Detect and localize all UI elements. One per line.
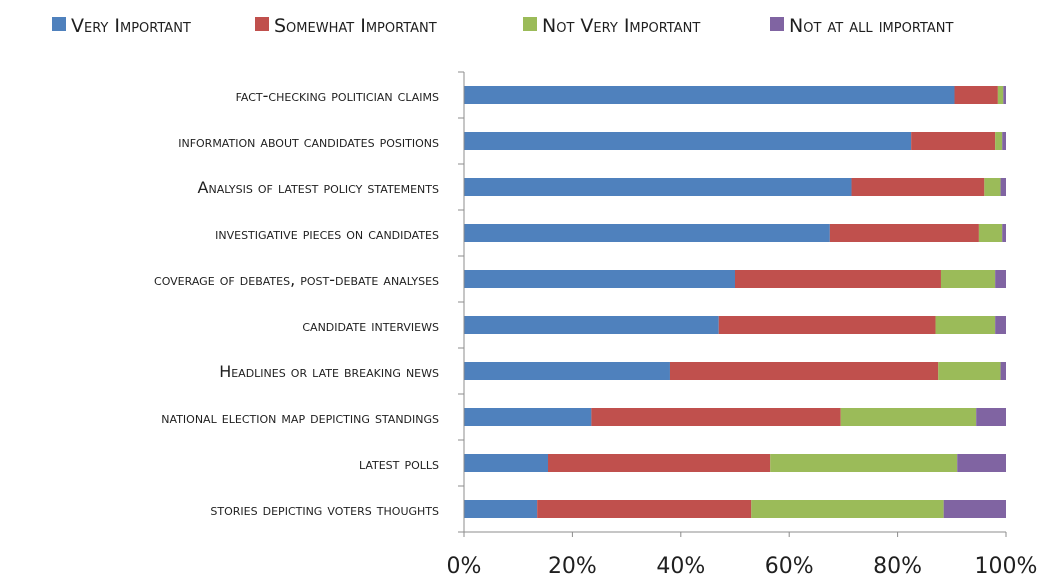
legend-label: Very Important <box>71 15 191 37</box>
bar-very-important <box>464 224 830 242</box>
bar-not-at-all-important <box>995 316 1006 334</box>
legend-swatch <box>523 17 537 31</box>
x-tick-label: 60% <box>765 554 814 579</box>
legend-label: Not Very Important <box>542 15 700 37</box>
bar-row-candidate-interviews <box>464 316 1006 334</box>
category-label: investigative pieces on candidates <box>215 224 439 243</box>
bar-very-important <box>464 454 549 472</box>
category-label: coverage of debates, post-debate analyse… <box>154 270 439 289</box>
bar-not-very-important <box>751 500 944 518</box>
bar-not-at-all-important <box>1000 362 1006 380</box>
bar-row-latest-polls <box>464 454 1006 472</box>
x-tick-label: 100% <box>975 554 1038 579</box>
bar-very-important <box>464 86 955 104</box>
bar-somewhat-important <box>735 270 941 288</box>
legend-swatch <box>255 17 269 31</box>
bar-not-at-all-important <box>1003 86 1006 104</box>
bar-not-at-all-important <box>1002 224 1006 242</box>
legend-label: Somewhat Important <box>274 15 437 37</box>
category-label: fact-checking politician claims <box>236 86 439 105</box>
bar-very-important <box>464 362 670 380</box>
x-tick-label: 40% <box>656 554 705 579</box>
legend-label: Not at all important <box>789 15 953 37</box>
bar-not-very-important <box>940 270 996 288</box>
bar-row-national-election-map-depicting-standings <box>464 408 1006 426</box>
bar-not-very-important <box>978 224 1003 242</box>
legend: Very Important Somewhat Important Not Very… <box>52 15 953 37</box>
bar-row-coverage-of-debates-post-debate-analyses <box>464 270 1006 288</box>
bar-row-analysis-of-latest-policy-statements <box>464 178 1006 196</box>
bar-somewhat-important <box>669 362 939 380</box>
legend-swatch <box>770 17 784 31</box>
bar-not-at-all-important <box>957 454 1006 472</box>
bar-not-very-important <box>995 132 1003 150</box>
bar-very-important <box>464 132 912 150</box>
bar-somewhat-important <box>829 224 979 242</box>
legend-item-somewhat-important: Somewhat Important <box>255 15 437 37</box>
bar-not-very-important <box>935 316 996 334</box>
bar-not-very-important <box>840 408 977 426</box>
bar-row-investigative-pieces-on-candidates <box>464 224 1006 242</box>
bar-row-information-about-candidates-positions <box>464 132 1006 150</box>
axes <box>458 71 1007 537</box>
legend-item-very-important: Very Important <box>52 15 191 37</box>
bar-not-very-important <box>984 178 1001 196</box>
bar-not-at-all-important <box>1002 132 1006 150</box>
bar-somewhat-important <box>851 178 985 196</box>
bar-row-stories-depicting-voters-thoughts <box>464 500 1006 518</box>
category-label: information about candidates positions <box>178 132 439 151</box>
bar-somewhat-important <box>718 316 936 334</box>
bar-very-important <box>464 316 719 334</box>
bar-not-at-all-important <box>976 408 1006 426</box>
bar-row-fact-checking-politician-claims <box>464 86 1006 104</box>
x-tick-label: 0% <box>447 554 482 579</box>
bar-not-very-important <box>997 86 1004 104</box>
category-label: latest polls <box>359 454 439 473</box>
bar-very-important <box>464 408 592 426</box>
bar-very-important <box>464 178 852 196</box>
category-label: Headlines or late breaking news <box>219 362 439 381</box>
bar-very-important <box>464 270 735 288</box>
bars <box>464 86 1006 518</box>
bar-somewhat-important <box>548 454 771 472</box>
bar-somewhat-important <box>591 408 841 426</box>
bar-very-important <box>464 500 538 518</box>
category-label: stories depicting voters thoughts <box>210 500 439 519</box>
legend-item-not-at-all-important: Not at all important <box>770 15 953 37</box>
bar-not-very-important <box>938 362 1001 380</box>
bar-not-very-important <box>770 454 958 472</box>
category-labels: fact-checking politician claims informati… <box>154 86 439 519</box>
category-label: Analysis of latest policy statements <box>198 178 439 197</box>
bar-not-at-all-important <box>1000 178 1006 196</box>
bar-not-at-all-important <box>995 270 1006 288</box>
category-label: national election map depicting standing… <box>161 408 439 427</box>
x-tick-labels: 0% 20% 40% 60% 80% 100% <box>447 554 1038 579</box>
bar-row-headlines-or-late-breaking-news <box>464 362 1006 380</box>
legend-item-not-very-important: Not Very Important <box>523 15 700 37</box>
bar-somewhat-important <box>537 500 752 518</box>
legend-swatch <box>52 17 66 31</box>
x-tick-label: 20% <box>548 554 597 579</box>
bar-not-at-all-important <box>943 500 1006 518</box>
x-tick-label: 80% <box>873 554 922 579</box>
bar-somewhat-important <box>911 132 996 150</box>
category-label: candidate interviews <box>302 316 439 335</box>
bar-somewhat-important <box>954 86 998 104</box>
